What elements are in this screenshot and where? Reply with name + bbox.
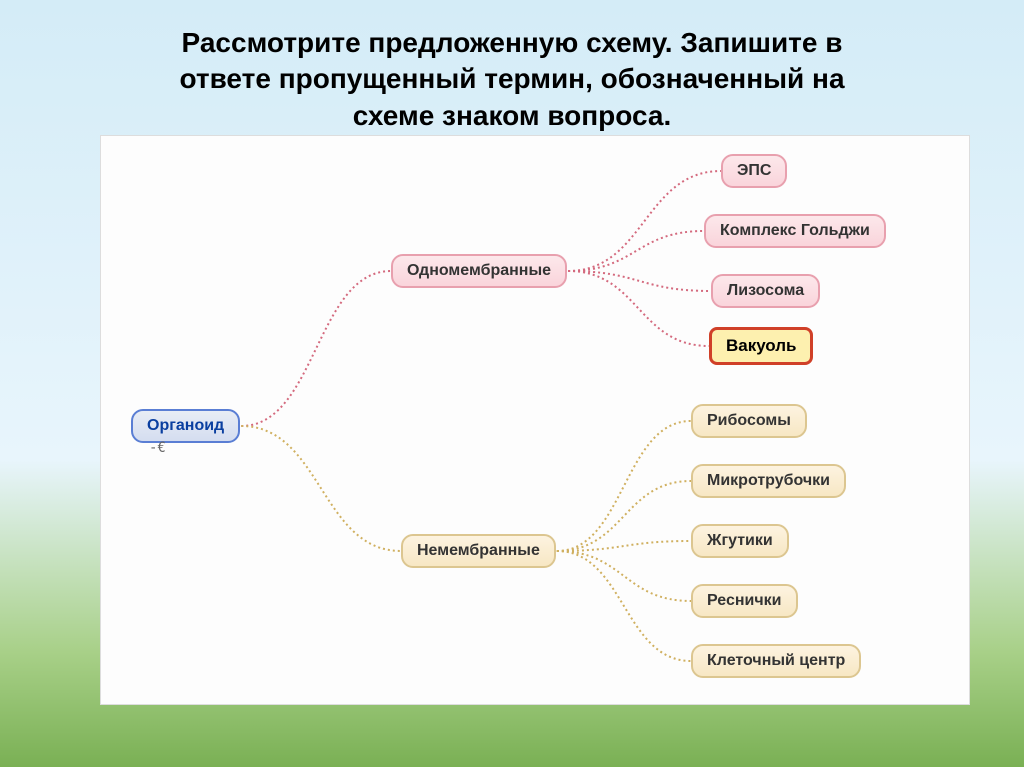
diagram-panel: Органоид-€ Одномембранные Немембранные ЭПС К…: [100, 135, 970, 705]
leaf-node-1-0: Рибосомы: [691, 404, 807, 438]
leaf-node-0-0: ЭПС: [721, 154, 787, 188]
leaf-node-0-3: Вакуоль: [709, 327, 813, 365]
root-node: Органоид: [131, 409, 240, 443]
leaf-node-1-3: Реснички: [691, 584, 798, 618]
leaf-node-1-1: Микротрубочки: [691, 464, 846, 498]
branch-node-1: Немембранные: [401, 534, 556, 568]
title-line2: ответе пропущенный термин, обозначенный …: [179, 63, 844, 94]
branch-node-0: Одномембранные: [391, 254, 567, 288]
root-sub-annotation: -€: [149, 440, 166, 456]
page-title: Рассмотрите предложенную схему. Запишите…: [0, 0, 1024, 149]
title-line3: схеме знаком вопроса.: [353, 100, 672, 131]
leaf-node-0-1: Комплекс Гольджи: [704, 214, 886, 248]
leaf-node-1-2: Жгутики: [691, 524, 789, 558]
title-line1: Рассмотрите предложенную схему. Запишите…: [182, 27, 843, 58]
leaf-node-0-2: Лизосома: [711, 274, 820, 308]
leaf-node-1-4: Клеточный центр: [691, 644, 861, 678]
